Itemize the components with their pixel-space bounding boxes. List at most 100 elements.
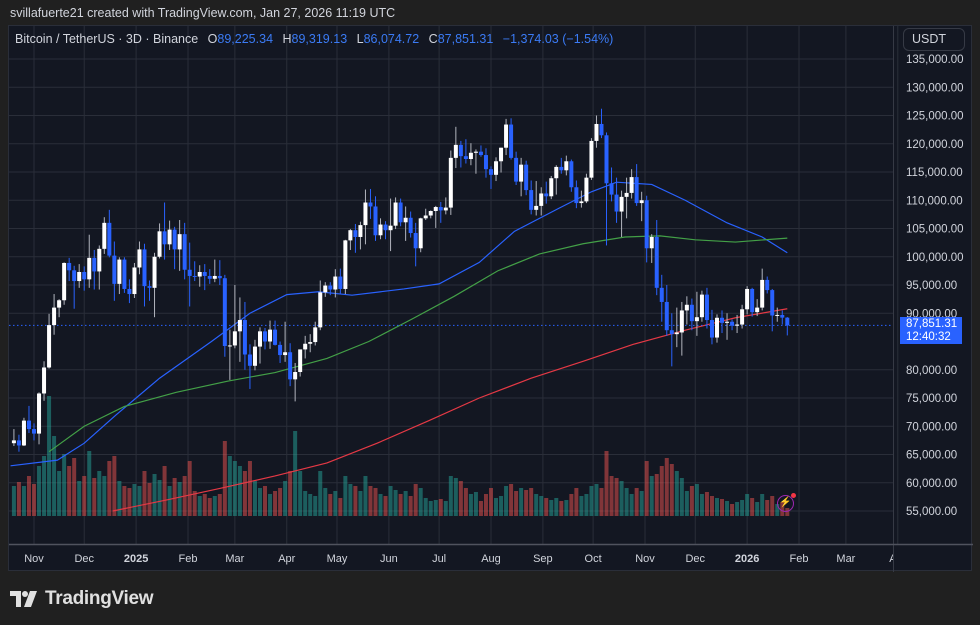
- candle-body: [594, 123, 599, 141]
- volume-bar: [102, 476, 107, 516]
- volume-bar: [674, 471, 679, 516]
- volume-bar: [252, 481, 257, 516]
- volume-bar: [323, 488, 328, 516]
- candlestick-chart[interactable]: 135,000.00 130,000.00 125,000.00 120,000.00…: [9, 26, 973, 572]
- close-value: 87,851.31: [437, 32, 494, 46]
- candle-body: [338, 276, 343, 289]
- candle-body: [524, 164, 529, 191]
- time-axis: Nov Dec 2025 Feb Mar Apr May Jun Jul Aug Sep Oct Nov…: [24, 553, 906, 565]
- candle-body: [227, 345, 232, 347]
- volume-bar: [514, 491, 519, 516]
- time-tick-label: Dec: [685, 553, 705, 565]
- volume-bar: [679, 478, 684, 516]
- volume-bar: [524, 490, 529, 516]
- candle-body: [730, 321, 735, 326]
- tradingview-logo[interactable]: TradingView: [10, 588, 154, 610]
- candle-body: [649, 236, 654, 249]
- candle-body: [127, 288, 132, 295]
- candle-body: [172, 229, 177, 250]
- candle-body: [629, 177, 634, 193]
- volume-bar: [639, 491, 644, 516]
- volume-bar: [122, 486, 127, 516]
- candle-body: [579, 201, 584, 204]
- volume-bar: [293, 431, 298, 516]
- candle-body: [52, 307, 57, 326]
- candle-body: [770, 290, 775, 316]
- candle-body: [32, 429, 36, 434]
- lightning-icon[interactable]: ⚡: [777, 493, 796, 512]
- volume-bar: [232, 461, 237, 516]
- price-tick-label: 135,000.00: [906, 54, 964, 66]
- volume-bar: [117, 481, 122, 516]
- volume-bar: [463, 488, 468, 516]
- time-tick-label: Mar: [836, 553, 855, 565]
- candle-body: [639, 200, 644, 204]
- candle-body: [554, 166, 559, 179]
- candle-body: [202, 272, 207, 276]
- candle-body: [42, 367, 47, 394]
- candle-body: [473, 151, 478, 153]
- candle-body: [740, 309, 745, 325]
- candle-body: [343, 240, 348, 289]
- volume-bar: [785, 508, 790, 516]
- low-label: L: [356, 32, 364, 46]
- candle-body: [514, 157, 519, 182]
- candle-body: [654, 236, 659, 288]
- open-label: O: [207, 32, 218, 46]
- symbol-name[interactable]: Bitcoin / TetherUS · 3D · Binance: [15, 32, 199, 46]
- candle-body: [478, 151, 483, 156]
- volume-bar: [669, 464, 674, 516]
- chart-panel[interactable]: 135,000.00 130,000.00 125,000.00 120,000.00…: [8, 25, 973, 572]
- volume-bar: [539, 496, 544, 516]
- volume-bar: [699, 494, 704, 516]
- candle-body: [97, 248, 102, 272]
- volume-bar: [614, 478, 619, 516]
- candle-body: [137, 249, 142, 268]
- volume-bar: [393, 490, 398, 516]
- volume-bar: [72, 458, 77, 516]
- candle-body: [67, 262, 72, 271]
- candle-body: [157, 231, 162, 257]
- time-tick-label: 2026: [735, 553, 759, 565]
- volume-bar: [147, 483, 152, 516]
- volume-bar: [11, 486, 16, 516]
- volume-bar: [348, 484, 353, 516]
- volume-bar: [97, 471, 102, 516]
- candle-body: [222, 278, 227, 347]
- volume-bar: [433, 500, 438, 516]
- candle-body: [780, 314, 785, 318]
- moving-average-line: [10, 181, 788, 467]
- volume-bar: [373, 488, 378, 516]
- candle-body: [378, 224, 383, 236]
- volume-bar: [725, 501, 730, 516]
- volume-bar: [308, 494, 313, 516]
- candle-body: [679, 310, 684, 333]
- volume-bar: [418, 488, 423, 516]
- volume-bar: [212, 496, 217, 516]
- volume-bar: [328, 494, 333, 516]
- volume-bar: [207, 498, 212, 516]
- volume-bar: [333, 491, 338, 516]
- volume-bar: [654, 474, 659, 516]
- candle-body: [313, 327, 318, 343]
- candle-body: [504, 124, 509, 148]
- candle-body: [684, 304, 689, 311]
- volume-bar: [338, 498, 343, 516]
- candle-body: [288, 352, 293, 380]
- volume-bar: [313, 496, 318, 516]
- candle-body: [689, 304, 694, 322]
- volume-bar: [453, 478, 458, 516]
- volume-bar: [740, 500, 745, 516]
- candle-body: [755, 307, 760, 313]
- volume-bar: [534, 494, 539, 516]
- candle-body: [468, 152, 473, 160]
- volume-bar: [745, 494, 750, 516]
- volume-bar: [197, 496, 202, 516]
- currency-button[interactable]: USDT: [903, 28, 965, 51]
- price-tick-label: 80,000.00: [906, 365, 957, 377]
- time-tick-label: Apr: [889, 553, 906, 565]
- volume-bar: [499, 496, 504, 516]
- candle-body: [278, 344, 283, 356]
- volume-bar: [423, 498, 428, 516]
- candle-body: [247, 354, 252, 366]
